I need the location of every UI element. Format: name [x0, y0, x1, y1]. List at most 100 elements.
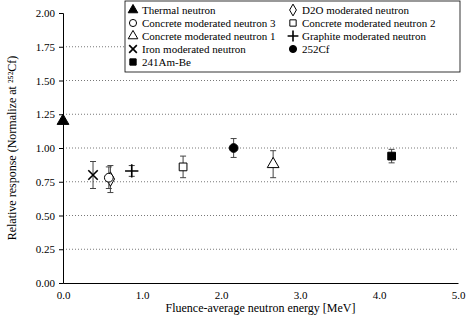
tick-label: 5.0 — [452, 289, 466, 301]
tick: 1.50 — [36, 75, 63, 87]
error-bar-cap — [180, 177, 186, 178]
x-axis: 0.0 1.0 2.0 3.0 4.0 5.0 — [57, 283, 466, 301]
tick-mark — [59, 182, 63, 183]
error-bar-cap — [90, 161, 96, 162]
legend-label: 252Cf — [302, 43, 330, 55]
legend-label: Concrete moderated neutron 3 — [142, 17, 276, 29]
tick-label: 4.0 — [373, 289, 387, 301]
point — [104, 173, 113, 182]
series — [388, 149, 396, 163]
tick: 1.00 — [36, 142, 63, 154]
tick: 0.25 — [36, 243, 63, 255]
grid-line — [63, 114, 458, 115]
axis-line — [59, 14, 64, 284]
tick: 1.75 — [36, 41, 63, 53]
legend-symbol — [290, 20, 296, 26]
axis-line — [64, 283, 459, 284]
tick: 0.50 — [36, 210, 63, 222]
legend-label: D2O moderated neutron — [302, 4, 409, 16]
point — [57, 114, 69, 124]
error-bar-cap — [270, 177, 276, 178]
legend-label: Concrete moderated neutron 1 — [142, 30, 275, 42]
tick-mark — [59, 47, 63, 48]
y-axis: 0.00 0.25 0.50 0.75 1.00 1.25 1.50 1.75 2.00 — [36, 7, 64, 289]
series — [57, 114, 69, 124]
legend-box — [125, 1, 460, 72]
tick-label: 1.75 — [36, 41, 56, 53]
legend-symbol — [129, 19, 136, 26]
error-bar-cap — [107, 165, 113, 166]
legend-label: 241Am-Be — [142, 56, 191, 68]
grid-line — [63, 148, 458, 149]
error-bar — [389, 149, 395, 163]
tick-mark — [59, 13, 63, 14]
tick: 1.25 — [36, 108, 63, 120]
series — [267, 151, 279, 178]
legend: Thermal neutronD2O moderated neutronConc… — [125, 1, 460, 72]
error-bar-cap — [270, 150, 276, 151]
legend-symbol — [130, 59, 136, 65]
tick-label: 2.00 — [36, 7, 56, 19]
tick-mark — [59, 283, 63, 284]
tick-label: 1.0 — [136, 289, 150, 301]
error-bar-cap — [389, 149, 395, 150]
legend-label: Iron moderated neutron — [142, 43, 246, 55]
tick-label: 0.25 — [36, 243, 56, 255]
tick-mark — [59, 249, 63, 250]
tick-label: 0.75 — [36, 176, 56, 188]
error-bar-cap — [180, 156, 186, 157]
tick: 0.75 — [36, 176, 63, 188]
tick: 0.00 — [36, 277, 63, 289]
tick: 0.0 — [57, 283, 71, 301]
legend-symbol — [289, 45, 296, 52]
tick: 5.0 — [452, 283, 466, 301]
legend-label: Concrete moderated neutron 2 — [302, 17, 435, 29]
error-bar-cap — [107, 192, 113, 193]
error-bar-cap — [106, 166, 112, 167]
tick-label: 0.50 — [36, 210, 56, 222]
point — [88, 170, 97, 179]
legend-entry: Concrete moderated neutron 2 — [290, 17, 436, 29]
legend-label: Graphite moderated neutron — [302, 30, 427, 42]
tick-mark — [59, 216, 63, 217]
tick-label: 1.50 — [36, 75, 56, 87]
legend-entry: 241Am-Be — [130, 56, 191, 68]
tick-label: 2.0 — [215, 289, 229, 301]
series — [229, 139, 238, 158]
legend-entry: Thermal neutron — [128, 4, 216, 16]
error-bar-cap — [231, 157, 237, 158]
legend-entry: Concrete moderated neutron 3 — [129, 17, 276, 29]
legend-symbol — [288, 31, 299, 42]
tick: 4.0 — [373, 283, 387, 301]
grid — [63, 47, 458, 250]
tick-label: 1.00 — [36, 142, 56, 154]
series — [179, 156, 187, 178]
x-axis-title: Fluence-average neutron energy [MeV] — [165, 301, 355, 315]
tick-label: 3.0 — [294, 289, 308, 301]
grid-line — [63, 80, 458, 81]
series — [104, 167, 113, 189]
grid-line — [63, 215, 458, 216]
tick: 2.00 — [36, 7, 63, 19]
tick-label: 0.00 — [36, 277, 56, 289]
point — [388, 152, 396, 160]
error-bar-cap — [231, 138, 237, 139]
legend-symbol — [129, 45, 137, 53]
tick-mark — [59, 81, 63, 82]
point — [229, 144, 238, 153]
grid-line — [63, 181, 458, 182]
legend-entry: 252Cf — [289, 43, 329, 55]
tick: 2.0 — [215, 283, 229, 301]
legend-entry: Iron moderated neutron — [129, 43, 246, 55]
error-bar — [180, 156, 186, 178]
tick-label: 0.0 — [57, 289, 71, 301]
legend-entry: D2O moderated neutron — [290, 4, 410, 16]
plot-area — [57, 114, 395, 192]
tick-label: 1.25 — [36, 108, 56, 120]
tick-mark — [59, 148, 63, 149]
legend-entry: Concrete moderated neutron 1 — [128, 30, 275, 42]
error-bar-cap — [389, 162, 395, 163]
grid-line — [63, 249, 458, 250]
point — [179, 163, 187, 171]
point — [267, 157, 279, 167]
